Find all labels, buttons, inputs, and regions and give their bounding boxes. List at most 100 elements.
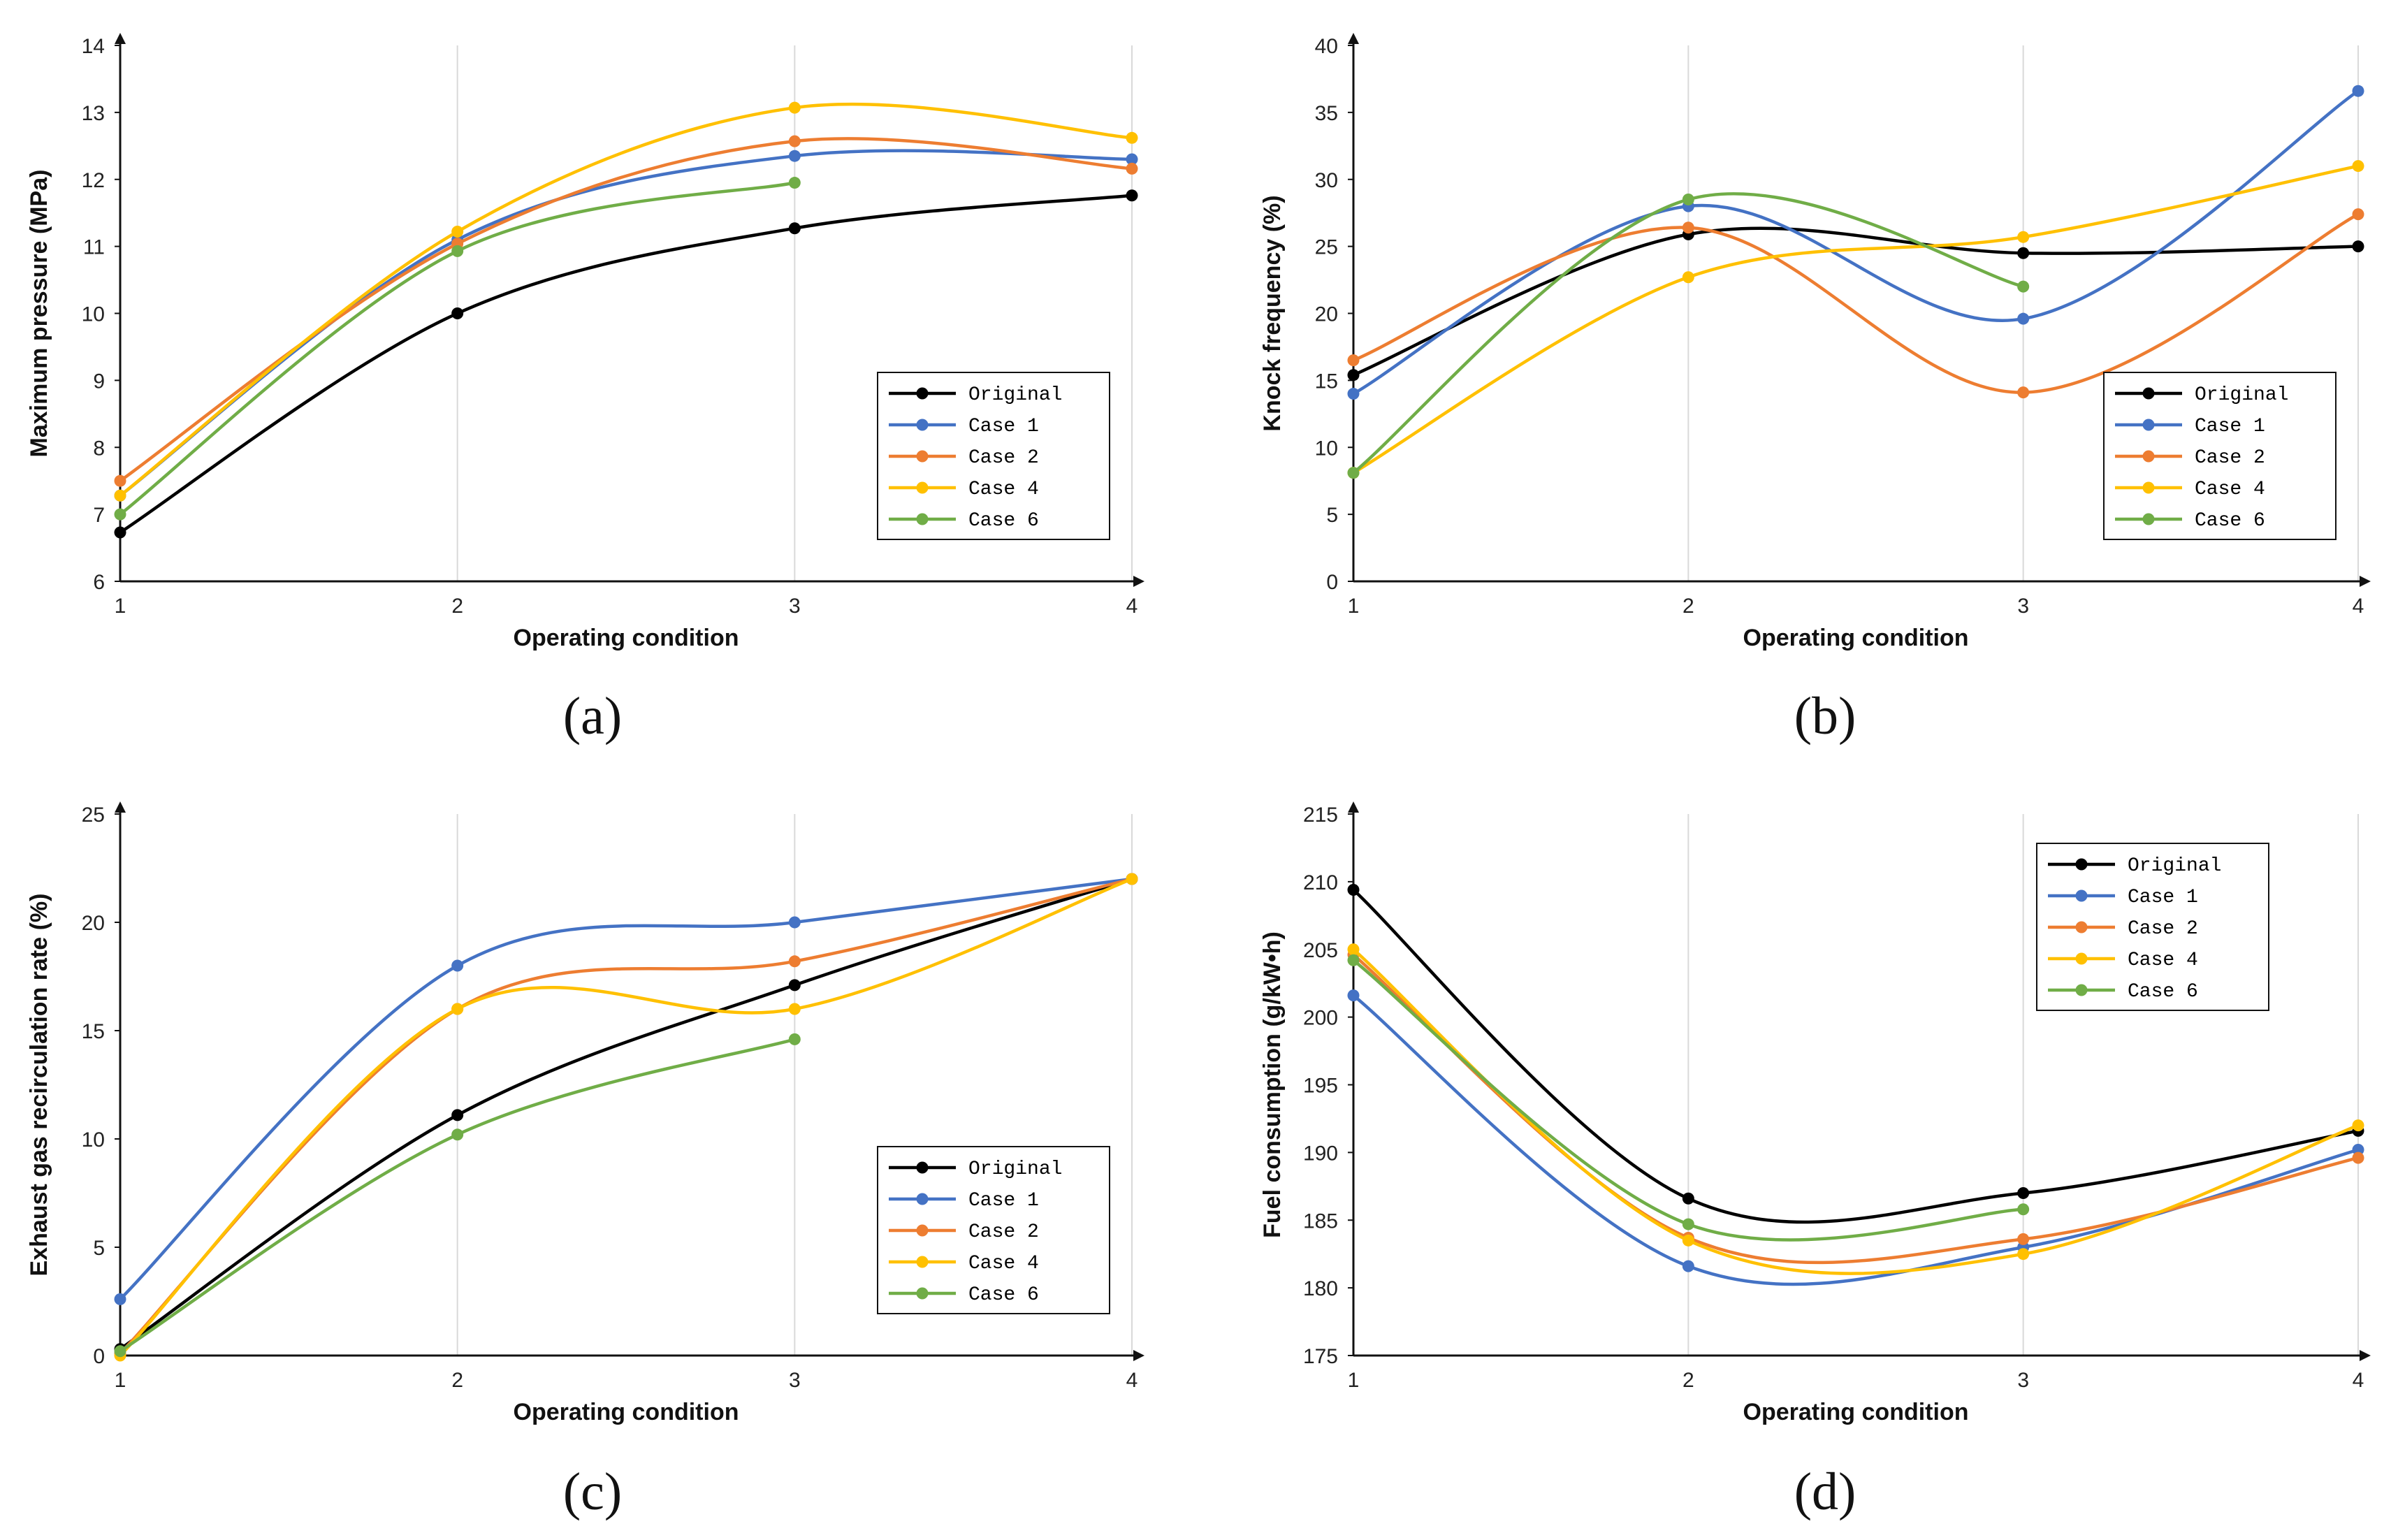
legend-marker (916, 1161, 929, 1174)
x-tick-label: 3 (789, 1369, 801, 1392)
y-tick-label: 25 (1315, 236, 1338, 259)
data-point (2017, 280, 2030, 293)
y-axis-arrow-icon (115, 33, 126, 44)
legend-label: Case 2 (2195, 447, 2265, 469)
y-axis-arrow-icon (115, 801, 126, 813)
data-point (1682, 271, 1694, 284)
data-point (2352, 160, 2364, 173)
data-point (2017, 231, 2030, 243)
y-tick-label: 7 (93, 504, 105, 527)
y-tick-label: 15 (82, 1020, 105, 1043)
legend-label: Case 4 (968, 1253, 1039, 1274)
y-tick-label: 10 (1315, 437, 1338, 460)
legend-marker (2142, 481, 2155, 494)
y-tick-label: 205 (1303, 939, 1338, 962)
y-axis-title: Knock frequency (%) (1259, 195, 1286, 431)
data-point (2017, 1248, 2030, 1261)
x-tick-label: 3 (2017, 595, 2029, 618)
data-point (2352, 1152, 2364, 1164)
legend-label: Original (968, 1158, 1062, 1180)
data-point (2017, 386, 2030, 399)
y-tick-label: 195 (1303, 1075, 1338, 1098)
legend-label: Original (2195, 384, 2288, 406)
data-point (1682, 1218, 1694, 1230)
legend-label: Case 2 (2128, 918, 2198, 940)
y-axis-title: Fuel consumption (g/kW•h) (1259, 931, 1286, 1238)
x-axis-arrow-icon (2360, 1350, 2371, 1361)
data-point (1347, 388, 1360, 400)
data-point (2017, 312, 2030, 325)
data-point (1347, 943, 1360, 956)
panel-label: (d) (1794, 1462, 1856, 1521)
y-tick-label: 190 (1303, 1142, 1338, 1165)
series-line-original (118, 877, 1134, 1351)
data-point (1347, 884, 1360, 896)
legend-marker (2075, 984, 2088, 996)
y-tick-label: 11 (83, 236, 105, 259)
data-point (788, 150, 801, 162)
data-point (788, 101, 801, 114)
y-tick-label: 13 (82, 102, 105, 125)
data-point (1347, 989, 1360, 1002)
panel-label: (a) (563, 687, 622, 746)
chart-panel-3: 0 5 10 15 20 25 1 2 3 4 Operating condition Exhaust… (26, 801, 1144, 1521)
series-line-case-1 (118, 877, 1134, 1301)
x-tick-label: 2 (1683, 1369, 1694, 1392)
legend-label: Original (2128, 855, 2221, 877)
x-tick-label: 4 (2353, 1369, 2364, 1392)
x-tick-label: 3 (2017, 1369, 2029, 1392)
x-axis-title: Operating condition (514, 1399, 739, 1425)
data-point (788, 177, 801, 189)
data-point (2017, 1187, 2030, 1199)
data-point (2352, 85, 2364, 97)
y-tick-label: 9 (93, 370, 105, 393)
series-line-case-1 (1351, 89, 2360, 395)
x-tick-label: 1 (1348, 595, 1360, 618)
y-tick-label: 25 (82, 804, 105, 827)
legend-marker (916, 481, 929, 494)
data-point (2352, 208, 2364, 221)
data-point (2017, 1233, 2030, 1245)
data-point (1682, 221, 1694, 234)
y-tick-label: 40 (1315, 35, 1338, 58)
y-tick-label: 210 (1303, 871, 1338, 894)
series-line-original (1351, 226, 2360, 377)
y-axis-title: Maximum pressure (MPa) (26, 170, 52, 458)
y-tick-label: 20 (1315, 303, 1338, 326)
data-point (1682, 194, 1694, 206)
data-point (2352, 240, 2364, 253)
legend-label: Case 1 (968, 1190, 1039, 1212)
data-point (1126, 153, 1138, 166)
data-point (2352, 1144, 2364, 1156)
panel-label: (b) (1794, 687, 1856, 746)
data-point (788, 135, 801, 147)
legend: Original Case 1 Case 2 Case 4 Case 6 (877, 1146, 1110, 1314)
data-point (451, 307, 464, 319)
legend-label: Case 6 (968, 510, 1039, 532)
data-point (114, 489, 126, 502)
y-tick-label: 175 (1303, 1345, 1338, 1368)
y-tick-label: 14 (82, 35, 105, 58)
data-point (451, 1128, 464, 1141)
data-point (114, 1345, 126, 1358)
chart-panel-4: 175 180 185 190 195 200 205 210 215 1 2 3 4 Operating… (1259, 801, 2371, 1521)
data-point (1682, 1260, 1694, 1272)
legend-label: Case 1 (2128, 887, 2198, 908)
legend-label: Case 4 (968, 479, 1039, 500)
data-point (451, 1003, 464, 1015)
series-line-case-4 (1351, 164, 2360, 474)
legend-label: Case 6 (2128, 981, 2198, 1003)
data-point (114, 1293, 126, 1305)
legend-marker (916, 450, 929, 463)
series-line-case-2 (1351, 212, 2360, 394)
x-axis-arrow-icon (1133, 1350, 1144, 1361)
series-line-original (118, 194, 1134, 535)
y-tick-label: 0 (93, 1345, 105, 1368)
data-point (2352, 1119, 2364, 1132)
panel-label: (c) (563, 1462, 622, 1521)
x-tick-label: 1 (1348, 1369, 1360, 1392)
series-line-case-1 (1351, 994, 2360, 1286)
x-tick-label: 4 (1126, 1369, 1138, 1392)
legend-marker (2075, 889, 2088, 902)
